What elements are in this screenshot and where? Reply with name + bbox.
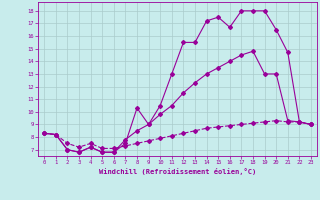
X-axis label: Windchill (Refroidissement éolien,°C): Windchill (Refroidissement éolien,°C) [99, 168, 256, 175]
